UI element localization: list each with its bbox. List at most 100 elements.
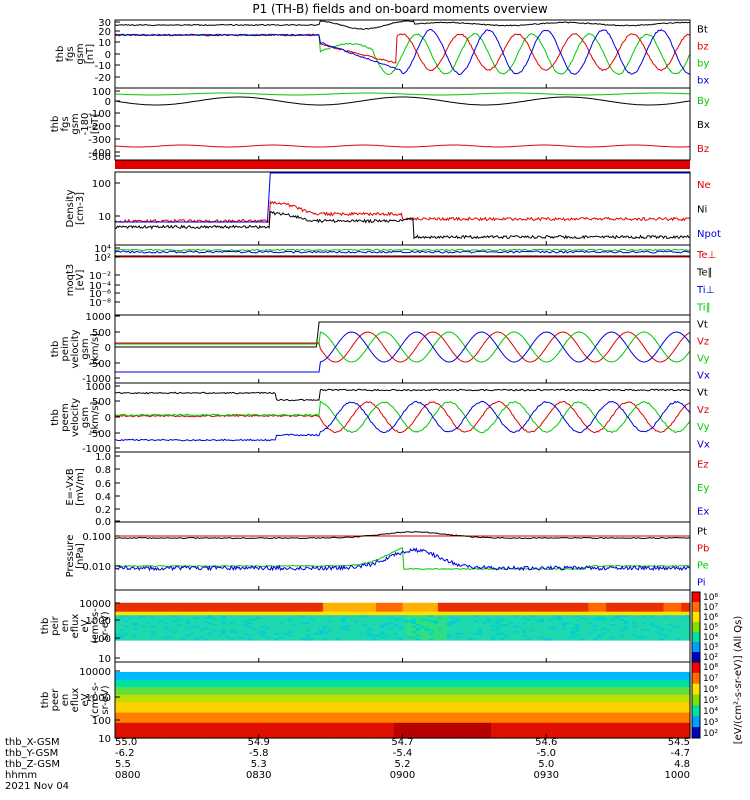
ion-spectrogram-cell [583, 631, 589, 634]
electron-spectrogram-cell [597, 684, 603, 688]
electron-spectrogram-cell [548, 682, 554, 686]
ion-spectrogram-cell [415, 611, 421, 615]
electron-spectrogram-cell [115, 707, 120, 711]
ion-spectrogram-cell [446, 634, 452, 638]
electron-spectrogram-cell [570, 689, 576, 693]
electron-spectrogram-cell [322, 684, 328, 688]
ion-spectrogram-cell [119, 631, 125, 634]
ion-spectrogram-cell [146, 617, 151, 620]
ion-spectrogram-cell [588, 624, 594, 627]
electron-spectrogram-cell [415, 679, 421, 683]
ion-spectrogram-cell [128, 617, 134, 620]
electron-spectrogram-cell [623, 687, 629, 691]
electron-spectrogram-cell [606, 682, 611, 686]
ion-spectrogram-cell [667, 608, 673, 611]
ion-spectrogram-cell [309, 634, 315, 638]
ion-spectrogram-cell [433, 625, 439, 629]
electron-spectrogram-cell [420, 684, 426, 688]
ion-spectrogram-cell [659, 629, 664, 632]
ion-spectrogram-cell [185, 620, 191, 623]
ion-spectrogram-cell [495, 629, 501, 632]
ion-spectrogram-cell [389, 617, 395, 620]
ion-spectrogram-cell [291, 617, 297, 620]
ion-spectrogram-cell [676, 629, 682, 632]
electron-spectrogram-cell [566, 677, 572, 681]
ion-spectrogram-cell [437, 606, 443, 609]
electron-spectrogram-cell [645, 679, 651, 683]
ion-spectrogram-cell [199, 622, 204, 625]
electron-spectrogram-cell [455, 677, 461, 681]
electron-spectrogram-cell [504, 679, 510, 683]
ion-spectrogram-cell [530, 609, 536, 613]
ion-spectrogram-cell [119, 638, 125, 641]
electron-spectrogram-cell [508, 699, 514, 703]
ion-spectrogram-cell [305, 624, 311, 627]
electron-spectrogram-cell [429, 702, 434, 706]
electron-spectrogram-cell [265, 684, 271, 688]
ion-spectrogram-cell [199, 608, 204, 611]
electron-spectrogram-cell [521, 687, 527, 691]
ion-spectrogram-cell [309, 606, 315, 609]
electron-spectrogram-cell [389, 712, 395, 716]
electron-spectrogram-cell [477, 682, 483, 686]
electron-spectrogram-cell [212, 702, 218, 706]
electron-spectrogram-cell [548, 687, 554, 691]
ion-spectrogram-cell [606, 611, 611, 615]
ion-spectrogram-cell [181, 604, 187, 607]
electron-spectrogram-cell [446, 692, 452, 696]
ion-spectrogram-cell [521, 620, 527, 623]
ion-spectrogram-cell [371, 634, 377, 638]
ion-spectrogram-cell [650, 620, 656, 623]
electron-spectrogram-cell [601, 705, 607, 709]
ion-spectrogram-cell [194, 620, 200, 623]
ion-spectrogram-cell [530, 636, 536, 639]
ion-spectrogram-cell [393, 631, 399, 634]
electron-spectrogram-cell [314, 682, 319, 686]
electron-spectrogram-cell [115, 679, 120, 683]
ion-spectrogram-cell [367, 627, 373, 630]
ion-spectrogram-cell [513, 611, 519, 615]
ion-spectrogram-cell [123, 634, 129, 638]
ion-spectrogram-cell [468, 622, 474, 625]
ion-spectrogram-cell [163, 622, 169, 625]
ion-spectrogram-cell [283, 622, 289, 625]
ion-spectrogram-cell [552, 627, 558, 630]
electron-spectrogram-cell [437, 699, 443, 703]
ion-spectrogram-cell [588, 617, 594, 620]
ion-spectrogram-cell [371, 620, 377, 623]
electron-spectrogram-cell [336, 710, 342, 714]
electron-spectrogram-cell [137, 715, 143, 719]
ion-spectrogram-cell [570, 604, 576, 607]
ion-spectrogram-cell [362, 632, 368, 636]
ion-spectrogram-cell [305, 606, 311, 609]
ion-spectrogram-cell [442, 602, 448, 606]
electron-spectrogram-cell [296, 697, 302, 701]
ion-spectrogram-cell [163, 620, 169, 623]
ion-spectrogram-cell [269, 624, 275, 627]
ion-spectrogram-cell [575, 632, 580, 636]
electron-spectrogram-cell [460, 712, 465, 716]
electron-spectrogram-cell [597, 672, 603, 676]
ion-spectrogram-cell [216, 636, 222, 639]
ion-spectrogram-cell [495, 604, 501, 607]
electron-spectrogram-cell [614, 677, 620, 681]
ion-spectrogram-cell [265, 622, 271, 625]
ion-spectrogram-cell [592, 622, 598, 625]
ion-spectrogram-cell [349, 608, 355, 611]
ion-spectrogram-cell [287, 629, 293, 632]
ion-spectrogram-cell [650, 604, 656, 607]
electron-spectrogram-cell [561, 679, 567, 683]
ion-spectrogram-cell [216, 618, 222, 622]
ion-spectrogram-cell [146, 634, 151, 638]
ion-spectrogram-cell [203, 638, 209, 641]
electron-spectrogram-cell [433, 672, 439, 676]
ion-spectrogram-cell [115, 604, 120, 607]
ion-spectrogram-cell [566, 604, 572, 607]
ion-spectrogram-cell [623, 617, 629, 620]
electron-spectrogram-cell [499, 712, 505, 716]
ion-spectrogram-cell [539, 611, 545, 615]
electron-spectrogram-cell [389, 710, 395, 714]
ion-spectrogram-cell [442, 613, 448, 616]
ion-spectrogram-cell [340, 613, 346, 616]
ion-spectrogram-cell [291, 631, 297, 634]
